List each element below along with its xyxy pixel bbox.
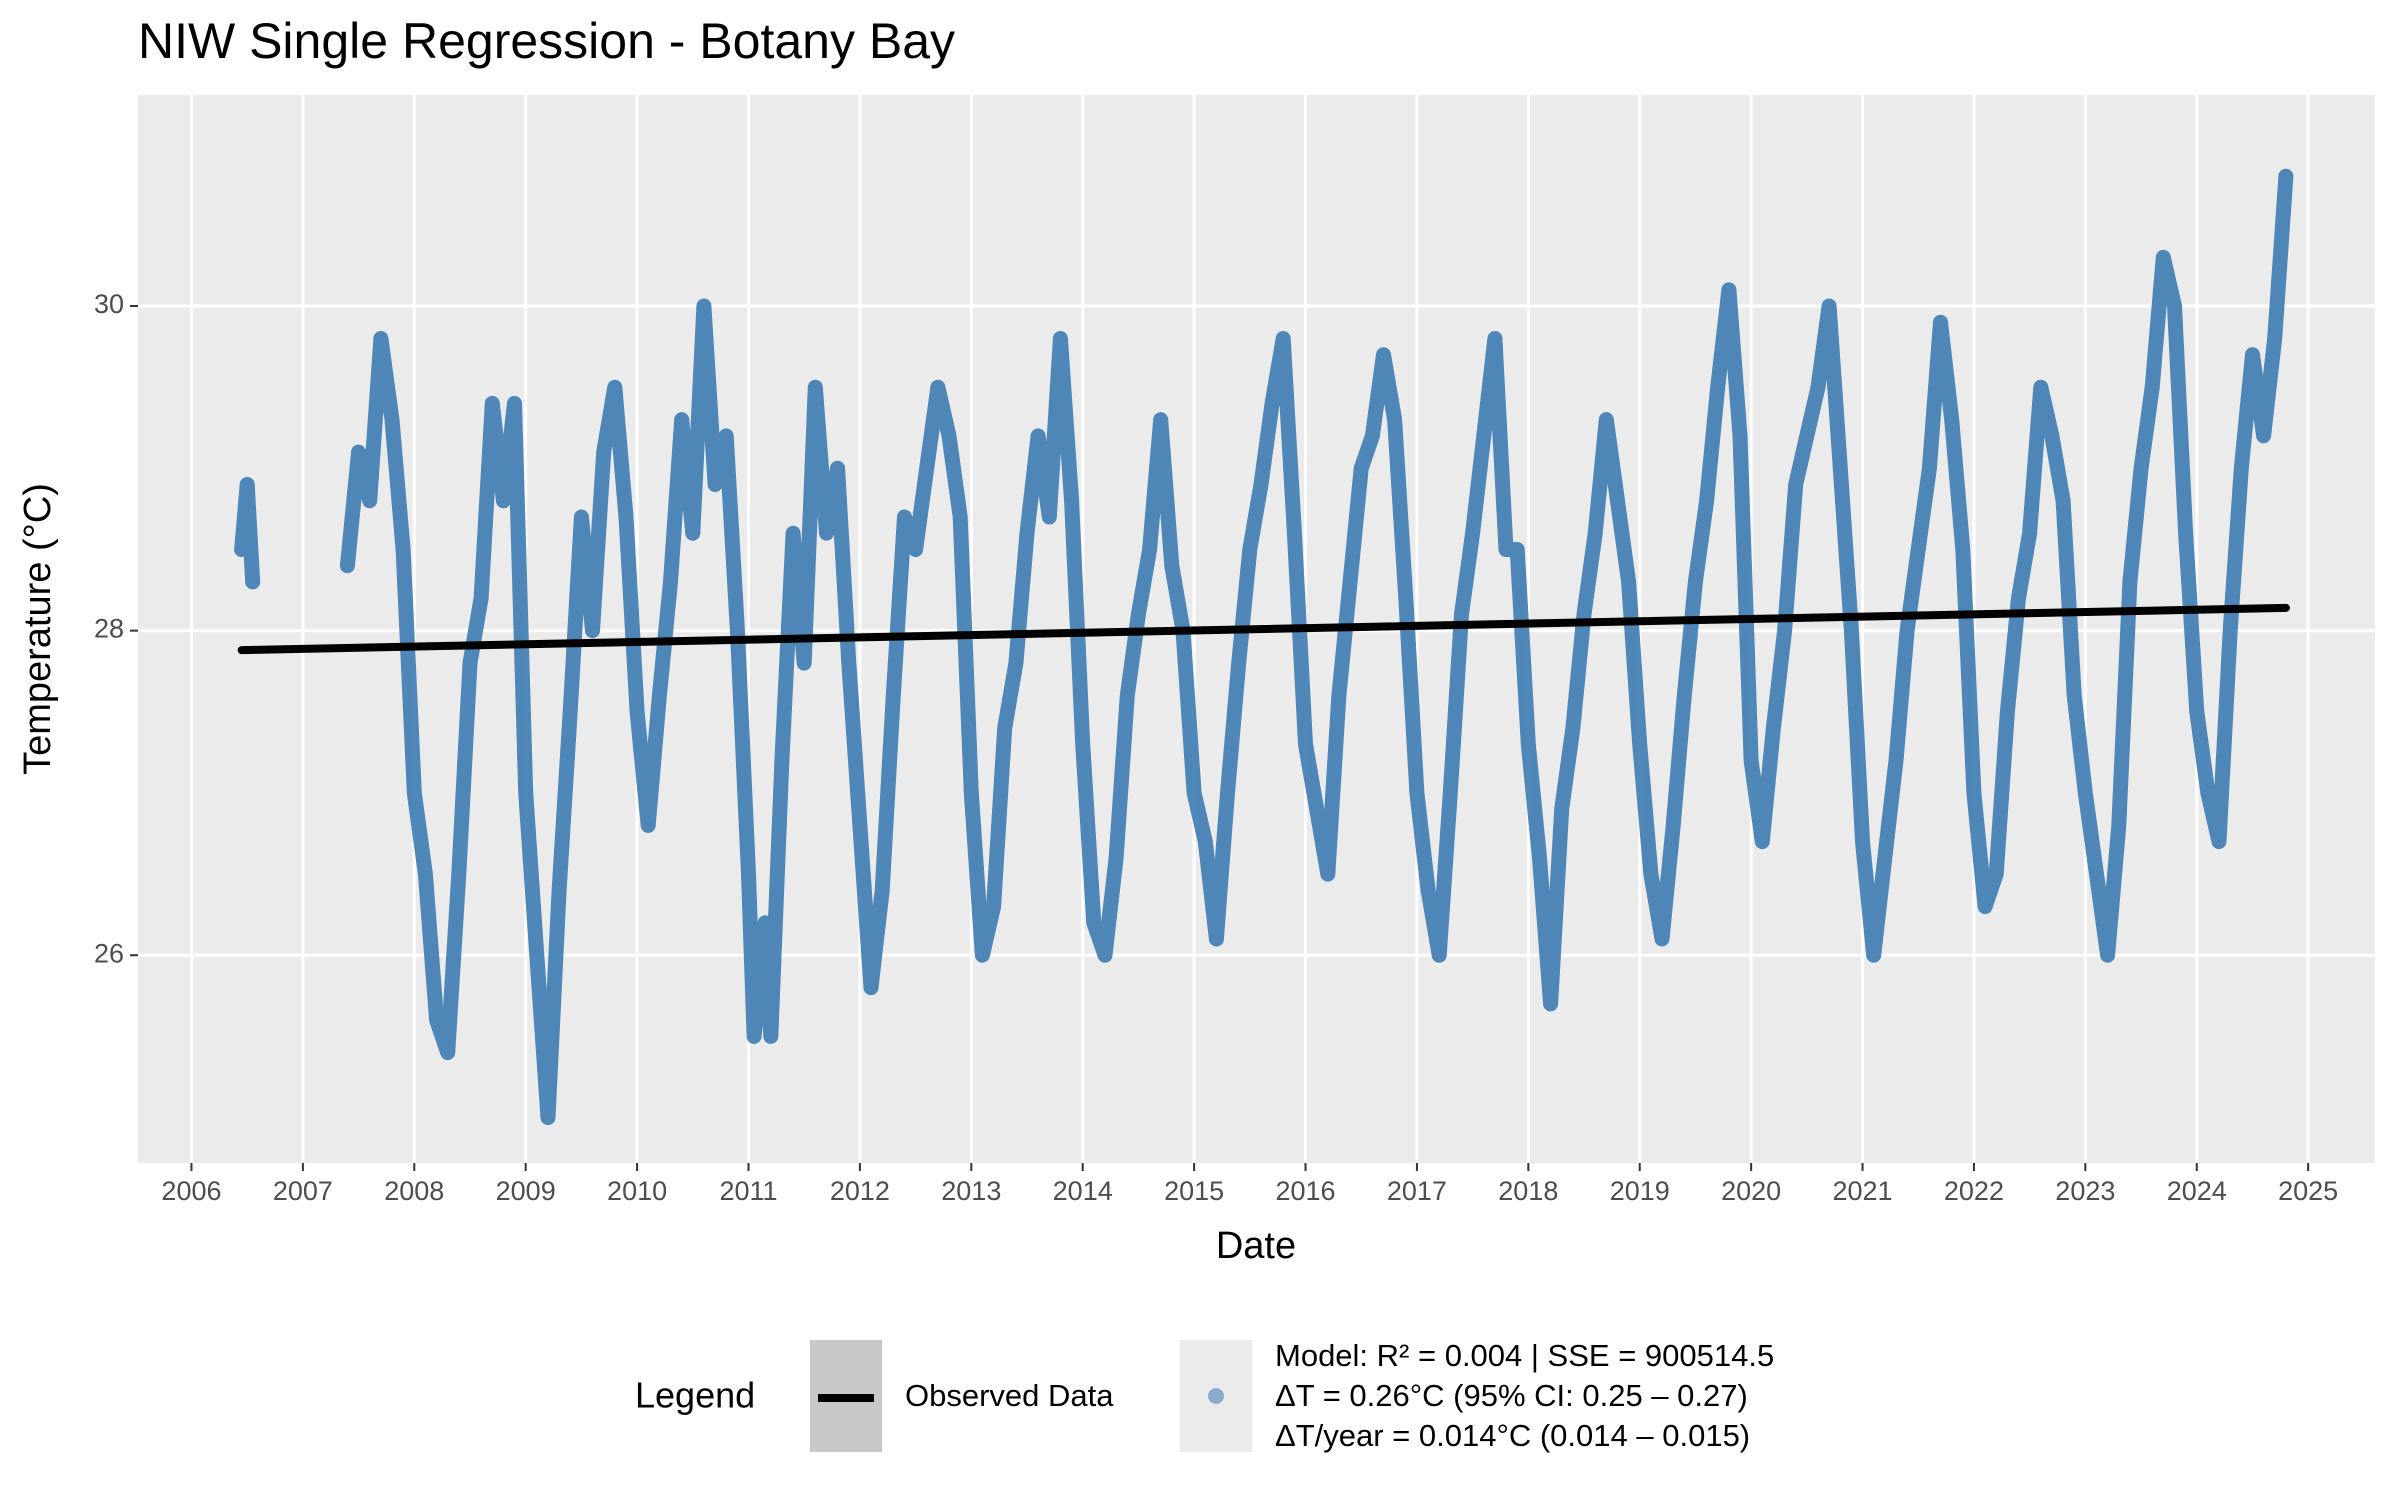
y-tick-label: 26	[94, 938, 124, 968]
legend-label: ΔT/year = 0.014°C (0.014 – 0.015)	[1275, 1418, 1750, 1453]
x-tick-label: 2025	[2278, 1176, 2338, 1206]
x-tick-label: 2014	[1053, 1176, 1113, 1206]
x-tick-label: 2016	[1275, 1176, 1335, 1206]
x-tick-label: 2017	[1387, 1176, 1447, 1206]
x-tick-label: 2022	[1944, 1176, 2004, 1206]
x-tick-label: 2011	[719, 1176, 777, 1206]
x-tick-label: 2019	[1610, 1176, 1670, 1206]
x-tick-label: 2010	[607, 1176, 667, 1206]
x-tick-label: 2009	[496, 1176, 556, 1206]
x-tick-label: 2013	[941, 1176, 1001, 1206]
x-tick-label: 2020	[1721, 1176, 1781, 1206]
x-tick-label: 2008	[384, 1176, 444, 1206]
x-tick-label: 2007	[273, 1176, 333, 1206]
chart-title: NIW Single Regression - Botany Bay	[138, 13, 955, 69]
y-tick-label: 30	[94, 289, 124, 319]
legend-label: Model: R² = 0.004 | SSE = 900514.5	[1275, 1338, 1774, 1373]
x-tick-label: 2018	[1498, 1176, 1558, 1206]
legend-title: Legend	[635, 1375, 755, 1416]
y-axis-title: Temperature (°C)	[17, 483, 59, 775]
legend-label: Observed Data	[905, 1378, 1114, 1413]
legend-label: ΔT = 0.26°C (95% CI: 0.25 – 0.27)	[1275, 1378, 1748, 1413]
x-tick-label: 2006	[161, 1176, 221, 1206]
data-line	[234, 168, 2294, 1126]
x-tick-label: 2015	[1164, 1176, 1224, 1206]
legend-swatch	[1208, 1388, 1224, 1404]
x-tick-label: 2012	[830, 1176, 890, 1206]
x-axis-title: Date	[1216, 1225, 1296, 1267]
x-tick-label: 2024	[2167, 1176, 2227, 1206]
x-tick-label: 2021	[1833, 1176, 1893, 1206]
y-tick-label: 28	[94, 614, 124, 644]
regression-line	[237, 603, 2290, 655]
x-tick-label: 2023	[2055, 1176, 2115, 1206]
